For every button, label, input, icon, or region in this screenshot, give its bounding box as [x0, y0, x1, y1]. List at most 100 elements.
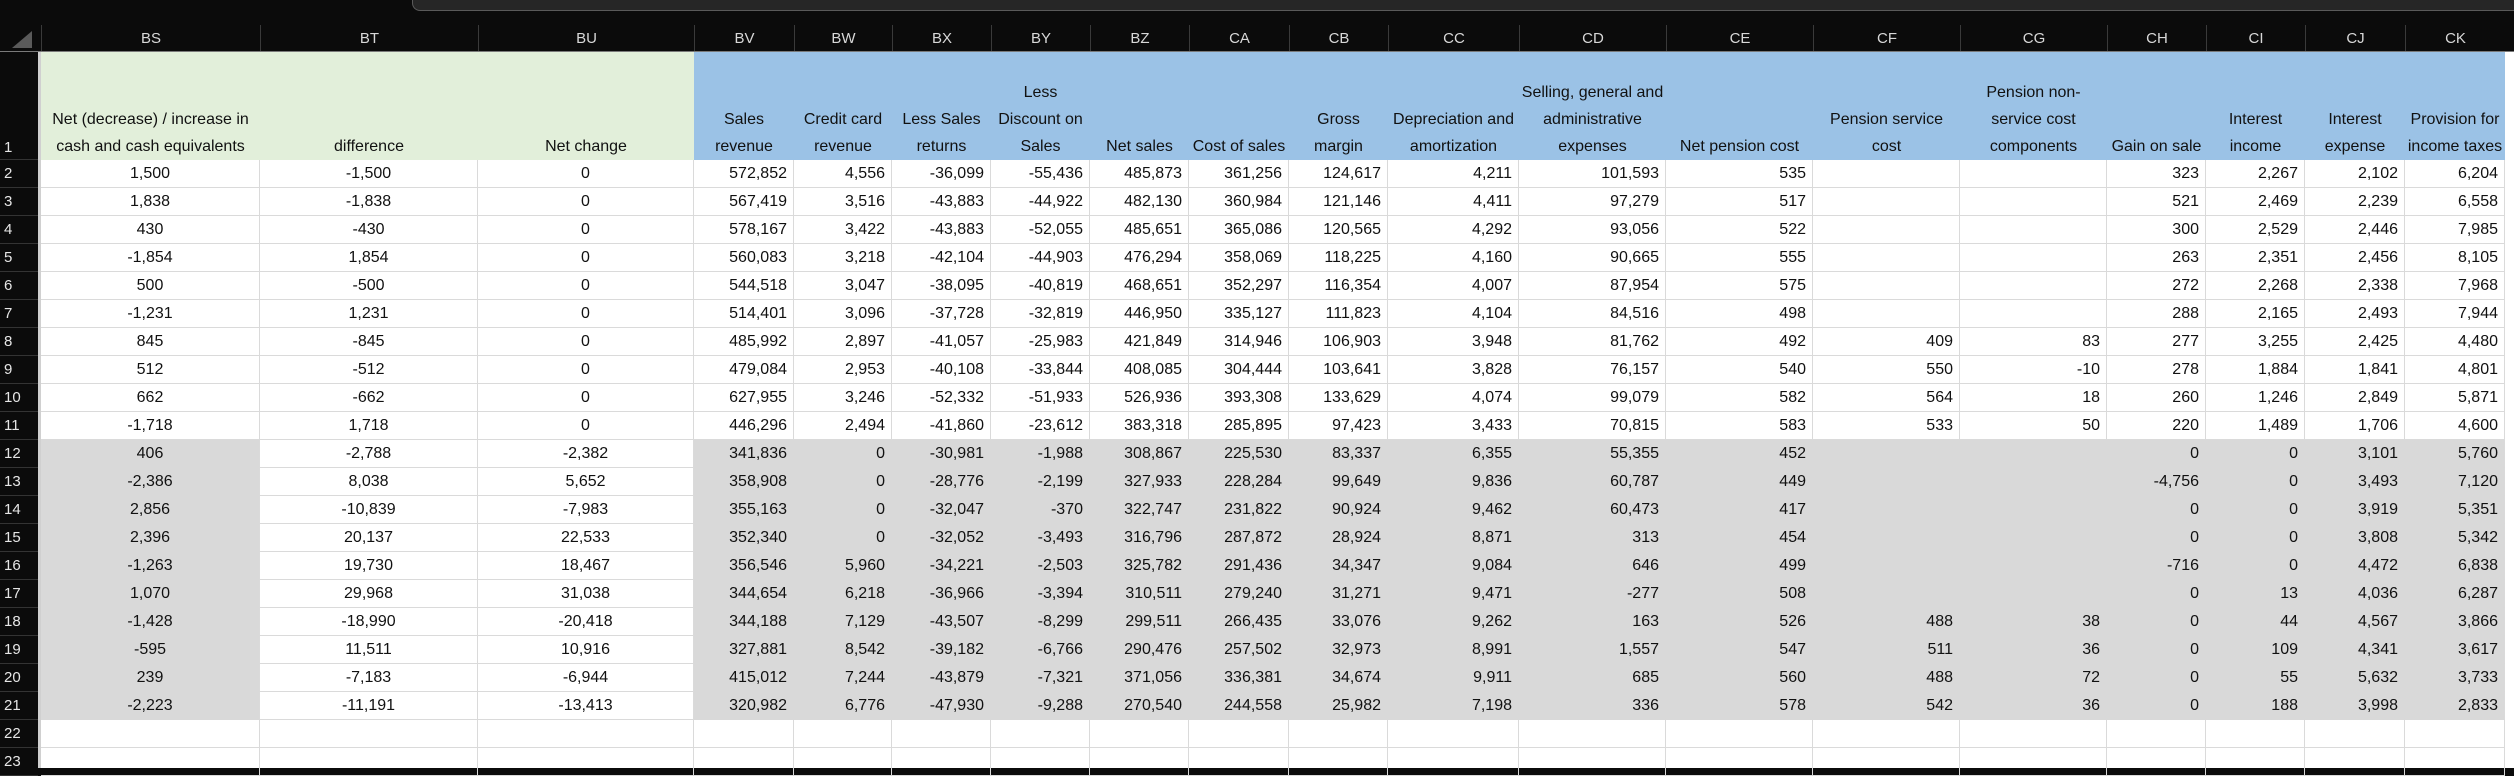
cell-ck10[interactable]: 5,871 [2405, 384, 2505, 412]
cell-ce21[interactable]: 578 [1666, 692, 1813, 720]
cell-cd12[interactable]: 55,355 [1519, 440, 1666, 468]
column-header-ce[interactable]: CE [1666, 25, 1813, 51]
cell-cj18[interactable]: 4,567 [2305, 608, 2405, 636]
cell-bt14[interactable]: -10,839 [260, 496, 478, 524]
cell-bv20[interactable]: 415,012 [694, 664, 794, 692]
cell-ca23[interactable] [1189, 748, 1289, 776]
cell-cd5[interactable]: 90,665 [1519, 244, 1666, 272]
cell-cj10[interactable]: 2,849 [2305, 384, 2405, 412]
cell-cb8[interactable]: 106,903 [1289, 328, 1388, 356]
cell-ca17[interactable]: 279,240 [1189, 580, 1289, 608]
cell-cb4[interactable]: 120,565 [1289, 216, 1388, 244]
row-header-21[interactable]: 21 [0, 692, 38, 720]
cell-cj8[interactable]: 2,425 [2305, 328, 2405, 356]
row-header-1[interactable]: 1 [0, 52, 38, 160]
cell-cc17[interactable]: 9,471 [1388, 580, 1519, 608]
cell-ch5[interactable]: 263 [2107, 244, 2206, 272]
cell-by16[interactable]: -2,503 [991, 552, 1090, 580]
cell-bs12[interactable]: 406 [41, 440, 260, 468]
cell-by8[interactable]: -25,983 [991, 328, 1090, 356]
row-header-22[interactable]: 22 [0, 720, 38, 748]
cell-bs4[interactable]: 430 [41, 216, 260, 244]
header-cell-bv[interactable]: Sales revenue [694, 52, 794, 160]
cell-bx9[interactable]: -40,108 [892, 356, 991, 384]
cell-ch16[interactable]: -716 [2107, 552, 2206, 580]
cell-bt4[interactable]: -430 [260, 216, 478, 244]
cell-bu23[interactable] [478, 748, 694, 776]
cell-bz21[interactable]: 270,540 [1090, 692, 1189, 720]
cell-cb22[interactable] [1289, 720, 1388, 748]
cell-bw21[interactable]: 6,776 [794, 692, 892, 720]
cell-ch10[interactable]: 260 [2107, 384, 2206, 412]
cell-ca14[interactable]: 231,822 [1189, 496, 1289, 524]
cell-by23[interactable] [991, 748, 1090, 776]
cell-cd4[interactable]: 93,056 [1519, 216, 1666, 244]
cell-ck8[interactable]: 4,480 [2405, 328, 2505, 356]
cell-ck14[interactable]: 5,351 [2405, 496, 2505, 524]
cell-bs21[interactable]: -2,223 [41, 692, 260, 720]
cell-cg18[interactable]: 38 [1960, 608, 2107, 636]
cell-ci11[interactable]: 1,489 [2206, 412, 2305, 440]
header-cell-ck[interactable]: Provision for income taxes [2405, 52, 2505, 160]
cell-cj11[interactable]: 1,706 [2305, 412, 2405, 440]
cell-bv7[interactable]: 514,401 [694, 300, 794, 328]
cell-cd18[interactable]: 163 [1519, 608, 1666, 636]
cell-cb21[interactable]: 25,982 [1289, 692, 1388, 720]
column-header-bz[interactable]: BZ [1090, 25, 1189, 51]
cell-ci22[interactable] [2206, 720, 2305, 748]
cell-cg22[interactable] [1960, 720, 2107, 748]
cell-ca10[interactable]: 393,308 [1189, 384, 1289, 412]
cell-ck9[interactable]: 4,801 [2405, 356, 2505, 384]
cell-bu5[interactable]: 0 [478, 244, 694, 272]
cell-cf21[interactable]: 542 [1813, 692, 1960, 720]
cell-bx19[interactable]: -39,182 [892, 636, 991, 664]
row-header-3[interactable]: 3 [0, 188, 38, 216]
row-header-10[interactable]: 10 [0, 384, 38, 412]
cell-ce12[interactable]: 452 [1666, 440, 1813, 468]
cell-ca18[interactable]: 266,435 [1189, 608, 1289, 636]
cell-bt15[interactable]: 20,137 [260, 524, 478, 552]
cell-cf2[interactable] [1813, 160, 1960, 188]
cell-by9[interactable]: -33,844 [991, 356, 1090, 384]
cell-bz2[interactable]: 485,873 [1090, 160, 1189, 188]
select-all-button[interactable] [0, 25, 40, 51]
cell-ci16[interactable]: 0 [2206, 552, 2305, 580]
cell-bs7[interactable]: -1,231 [41, 300, 260, 328]
cell-ck13[interactable]: 7,120 [2405, 468, 2505, 496]
cell-cg5[interactable] [1960, 244, 2107, 272]
cell-cj15[interactable]: 3,808 [2305, 524, 2405, 552]
cell-ck20[interactable]: 3,733 [2405, 664, 2505, 692]
cell-bt23[interactable] [260, 748, 478, 776]
cell-ca5[interactable]: 358,069 [1189, 244, 1289, 272]
cell-ch11[interactable]: 220 [2107, 412, 2206, 440]
cell-bu11[interactable]: 0 [478, 412, 694, 440]
cell-bu20[interactable]: -6,944 [478, 664, 694, 692]
cell-cg17[interactable] [1960, 580, 2107, 608]
cell-by4[interactable]: -52,055 [991, 216, 1090, 244]
cell-by18[interactable]: -8,299 [991, 608, 1090, 636]
cell-cc2[interactable]: 4,211 [1388, 160, 1519, 188]
cell-bv4[interactable]: 578,167 [694, 216, 794, 244]
cell-bs15[interactable]: 2,396 [41, 524, 260, 552]
cell-bz5[interactable]: 476,294 [1090, 244, 1189, 272]
cell-cb17[interactable]: 31,271 [1289, 580, 1388, 608]
cell-cb12[interactable]: 83,337 [1289, 440, 1388, 468]
cell-bu8[interactable]: 0 [478, 328, 694, 356]
column-header-cb[interactable]: CB [1289, 25, 1388, 51]
cell-bw17[interactable]: 6,218 [794, 580, 892, 608]
cell-by21[interactable]: -9,288 [991, 692, 1090, 720]
cell-bu7[interactable]: 0 [478, 300, 694, 328]
cell-ci23[interactable] [2206, 748, 2305, 776]
cell-cj4[interactable]: 2,446 [2305, 216, 2405, 244]
cell-bs13[interactable]: -2,386 [41, 468, 260, 496]
cell-ce4[interactable]: 522 [1666, 216, 1813, 244]
cell-ce10[interactable]: 582 [1666, 384, 1813, 412]
cell-ce23[interactable] [1666, 748, 1813, 776]
cell-cd14[interactable]: 60,473 [1519, 496, 1666, 524]
cell-bs10[interactable]: 662 [41, 384, 260, 412]
cell-bv23[interactable] [694, 748, 794, 776]
cell-bz16[interactable]: 325,782 [1090, 552, 1189, 580]
cell-ce18[interactable]: 526 [1666, 608, 1813, 636]
cell-cj21[interactable]: 3,998 [2305, 692, 2405, 720]
cell-ck6[interactable]: 7,968 [2405, 272, 2505, 300]
